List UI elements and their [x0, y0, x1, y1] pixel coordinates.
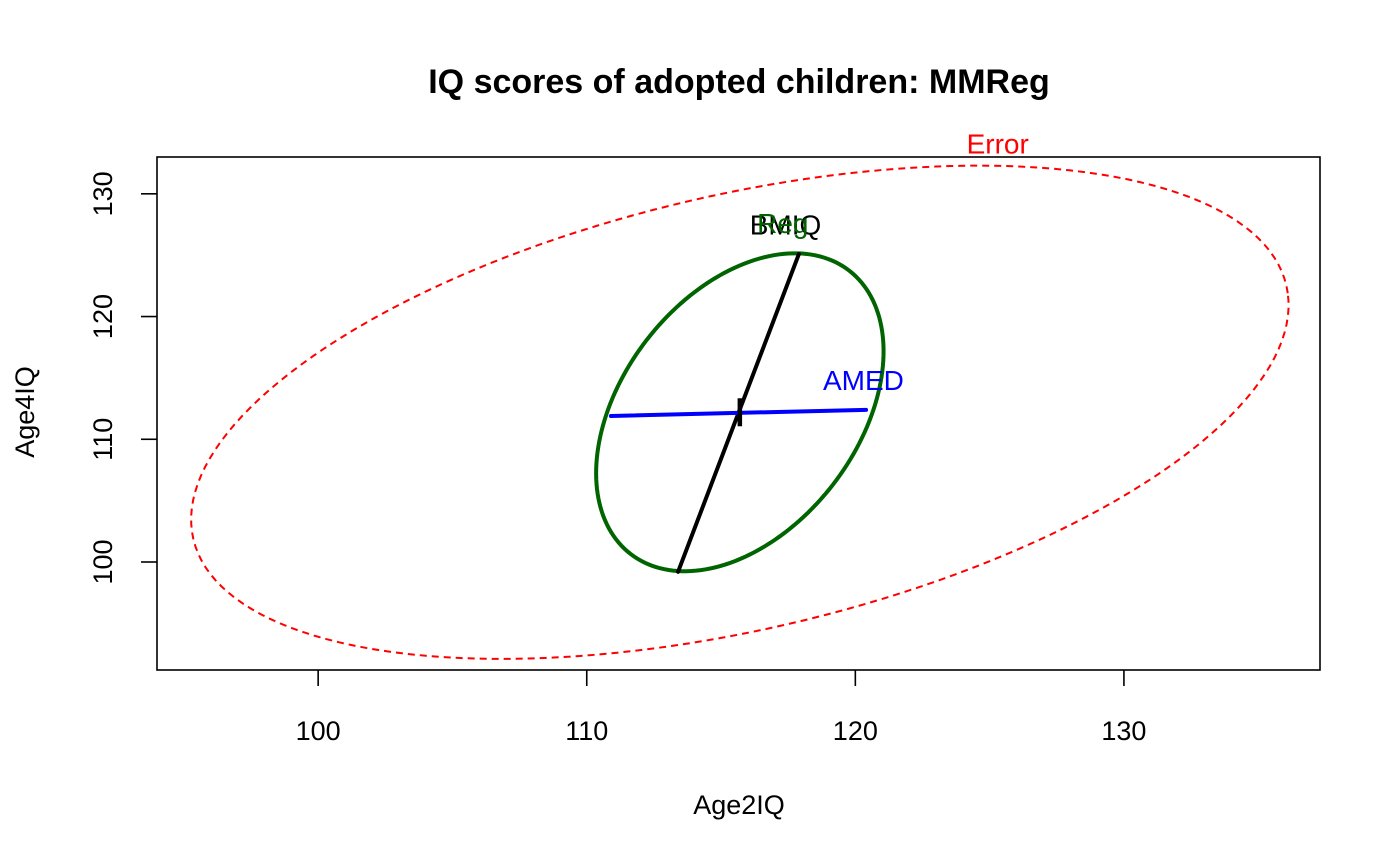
chart-title: IQ scores of adopted children: MMReg — [428, 63, 1050, 101]
x-axis-label: Age2IQ — [693, 790, 785, 820]
annotation-labels: Error BMIQ AMED Reg — [750, 128, 1029, 396]
reg-ellipse — [594, 251, 886, 574]
reg-label: Reg — [757, 208, 808, 239]
x-tick-label-130: 130 — [1101, 716, 1146, 746]
x-tick-label-100: 100 — [296, 716, 341, 746]
y-tick-label-100: 100 — [88, 539, 118, 584]
y-tick-label-130: 130 — [88, 171, 118, 216]
axes: 100 110 120 130 100 110 120 130 — [88, 171, 1146, 746]
y-axis-label: Age4IQ — [10, 366, 40, 458]
plot-frame — [156, 156, 1321, 671]
error-label: Error — [967, 128, 1029, 159]
vector-label-amed: AMED — [823, 365, 904, 396]
x-tick-label-120: 120 — [833, 716, 878, 746]
plot-marks — [190, 164, 1290, 660]
error-ellipse — [190, 164, 1290, 660]
x-tick-label-110: 110 — [565, 716, 608, 746]
vector-label-bmiq: BMIQ — [750, 209, 822, 240]
y-tick-label-120: 120 — [88, 294, 118, 339]
y-tick-label-110: 110 — [88, 418, 118, 461]
